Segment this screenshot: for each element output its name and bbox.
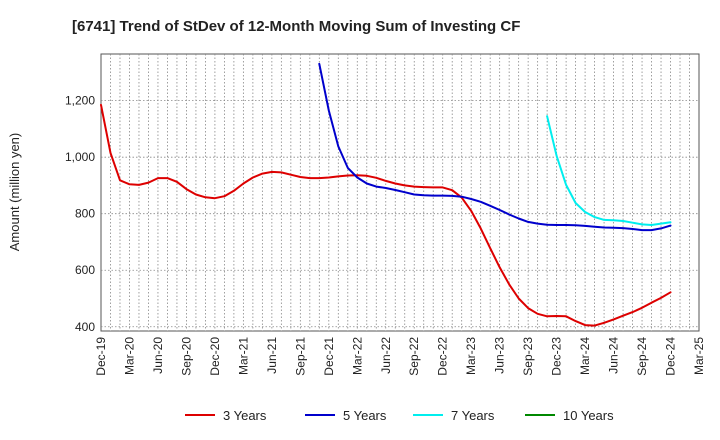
y-tick-label: 1,200 (65, 94, 95, 108)
series-line-5-years (318, 62, 672, 232)
x-tick-label: Mar-21 (236, 337, 250, 375)
y-axis-label: Amount (million yen) (7, 133, 22, 252)
legend: 3 Years 5 Years 7 Years 10 Years (185, 408, 614, 423)
x-tick-labels: Dec-19 Mar-20 Jun-20 Sep-20 Dec-20 Mar-21 Jun-… (94, 337, 706, 376)
x-tick-label: Dec-21 (322, 337, 336, 376)
x-tick-label: Sep-20 (179, 337, 193, 376)
x-tick-label: Dec-19 (94, 337, 108, 376)
x-tick-label: Dec-22 (436, 337, 450, 376)
series-lines (100, 62, 672, 327)
x-tick-label: Jun-23 (493, 337, 507, 374)
x-tick-label: Dec-24 (664, 337, 678, 376)
y-tick-label: 600 (75, 263, 95, 277)
x-tick-label: Sep-23 (521, 337, 535, 376)
legend-label: 5 Years (343, 408, 387, 423)
x-tick-label: Sep-21 (293, 337, 307, 376)
x-tick-label: Jun-20 (151, 337, 165, 374)
x-tick-label: Jun-21 (265, 337, 279, 374)
x-tick-label: Mar-24 (578, 337, 592, 375)
x-tick-label: Mar-25 (692, 337, 706, 375)
x-tick-label: Jun-22 (379, 337, 393, 374)
x-tick-label: Mar-23 (464, 337, 478, 375)
x-tick-label: Sep-22 (407, 337, 421, 376)
x-tick-label: Mar-20 (122, 337, 136, 375)
x-tick-label: Jun-24 (607, 337, 621, 374)
x-tick-label: Mar-22 (350, 337, 364, 375)
y-tick-label: 1,000 (65, 150, 95, 164)
y-tick-label: 800 (75, 207, 95, 221)
plot-area (100, 53, 700, 332)
legend-label: 3 Years (223, 408, 267, 423)
legend-label: 7 Years (451, 408, 495, 423)
y-tick-labels: 400 600 800 1,000 1,200 (65, 94, 95, 334)
x-tick-label: Sep-24 (635, 337, 649, 376)
series-line-3-years (100, 103, 672, 327)
legend-label: 10 Years (563, 408, 614, 423)
y-tick-label: 400 (75, 320, 95, 334)
x-tick-label: Dec-23 (550, 337, 564, 376)
grid-lines (101, 54, 699, 331)
series-line-7-years (546, 115, 672, 226)
chart-title: [6741] Trend of StDev of 12-Month Moving… (72, 18, 520, 35)
x-tick-label: Dec-20 (208, 337, 222, 376)
